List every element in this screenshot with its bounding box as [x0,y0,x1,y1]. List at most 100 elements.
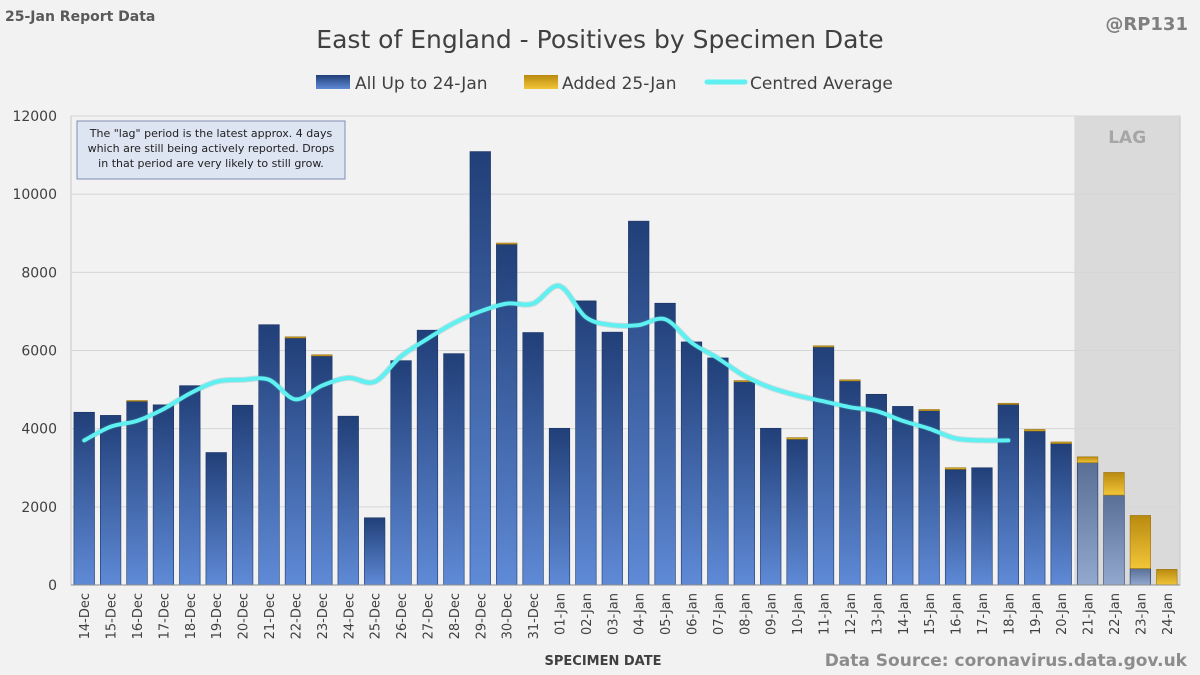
legend-label-added: Added 25-Jan [562,74,676,94]
bar-added [1103,472,1125,496]
x-tick-label: 10-Jan [791,593,806,635]
x-tick-label: 20-Jan [1055,593,1070,635]
bar-all-up-to [812,346,835,586]
bar-all-up-to [918,410,940,586]
x-tick-label: 20-Dec [237,593,252,639]
bar-added [812,345,835,348]
x-tick-label: 21-Dec [263,593,278,639]
bar-all-up-to [100,415,122,586]
bar-all-up-to [284,337,307,586]
note-line: which are still being actively reported.… [88,142,335,155]
x-tick-label: 24-Dec [342,593,357,639]
bar-all-up-to [469,151,491,586]
bar-all-up-to [126,401,148,586]
legend-label-average: Centred Average [750,74,893,94]
bar-added [839,379,861,382]
bar-all-up-to [390,360,412,586]
x-tick-label: 23-Dec [316,593,331,639]
x-tick-label: 27-Dec [421,593,436,639]
bar-all-up-to [232,404,254,586]
x-tick-label: 22-Dec [289,593,304,639]
bar-all-up-to [601,331,623,586]
x-tick-label: 14-Jan [897,593,912,635]
legend-label-all-up-to: All Up to 24-Jan [355,74,488,94]
bar-all-up-to [944,469,967,586]
bar-all-up-to [152,404,175,586]
x-tick-label: 31-Dec [527,593,542,639]
x-tick-label: 13-Jan [870,593,885,635]
legend-swatch-all-up-to [316,75,350,89]
bar-all-up-to [760,427,782,586]
x-tick-label: 24-Jan [1161,593,1176,635]
note-line: in that period are very likely to still … [98,157,324,170]
x-tick-label: 19-Jan [1029,593,1044,635]
x-axis-title: SPECIMEN DATE [545,654,662,669]
y-tick-label: 10000 [12,187,57,203]
bar-all-up-to [865,393,887,586]
bar-all-up-to [628,220,650,586]
x-tick-label: 11-Jan [818,593,833,635]
lag-label: LAG [1108,128,1146,148]
x-tick-label: 03-Jan [606,593,621,635]
bar-added [126,400,148,402]
legend-swatch-added [524,75,558,89]
bar-all-up-to [997,404,1019,586]
x-tick-label: 16-Jan [950,593,965,635]
bar-added [944,467,967,470]
average-line [82,283,1011,443]
bar-added [284,336,307,339]
note-box [76,120,346,180]
bar-all-up-to [971,467,993,586]
x-tick-label: 15-Dec [105,593,120,639]
author-handle: @RP131 [1105,14,1188,35]
bar-all-up-to [522,332,544,586]
bar-all-up-to [1129,568,1151,586]
x-tick-label: 07-Jan [712,593,727,635]
y-tick-label: 8000 [21,265,57,281]
bar-all-up-to [733,381,755,586]
bar-all-up-to [1076,462,1099,586]
bar-all-up-to [1050,443,1072,586]
bar-all-up-to [416,329,439,586]
x-tick-label: 17-Dec [157,593,172,639]
bar-added [786,437,808,440]
x-tick-label: 22-Jan [1108,593,1123,635]
bar-added [1156,569,1178,586]
x-tick-label: 15-Jan [923,593,938,635]
chart-title: East of England - Positives by Specimen … [316,25,883,54]
y-tick-label: 6000 [21,344,57,360]
bar-all-up-to [786,438,808,586]
x-tick-label: 04-Jan [633,593,648,635]
y-tick-label: 12000 [12,109,57,125]
bar-all-up-to [1103,494,1125,586]
x-tick-label: 18-Jan [1002,593,1017,635]
bar-all-up-to [575,300,597,586]
bar-all-up-to [548,427,571,586]
bar-added [1076,456,1099,463]
x-tick-label: 16-Dec [131,593,146,639]
bar-all-up-to [258,324,280,586]
bar-all-up-to [364,517,386,586]
report-label: 25-Jan Report Data [5,9,155,25]
x-tick-label: 01-Jan [553,593,568,635]
x-tick-label: 29-Dec [474,593,489,639]
y-tick-label: 2000 [21,500,57,516]
y-tick-label: 0 [48,578,57,594]
x-tick-label: 25-Dec [369,593,384,639]
bar-added [311,354,333,357]
bar-added [496,242,518,245]
legend: All Up to 24-Jan Added 25-Jan Centred Av… [316,74,893,94]
bar-added [918,409,940,411]
x-tick-label: 23-Jan [1134,593,1149,635]
x-tick-label: 18-Dec [184,593,199,639]
x-tick-label: 08-Jan [738,593,753,635]
bar-all-up-to [443,353,465,586]
bar-all-up-to [892,406,914,586]
bar-added [1024,429,1046,432]
note-text: The "lag" period is the latest approx. 4… [88,127,335,170]
bar-all-up-to [1024,430,1046,586]
bar-all-up-to [337,415,359,586]
x-tick-label: 26-Dec [395,593,410,639]
